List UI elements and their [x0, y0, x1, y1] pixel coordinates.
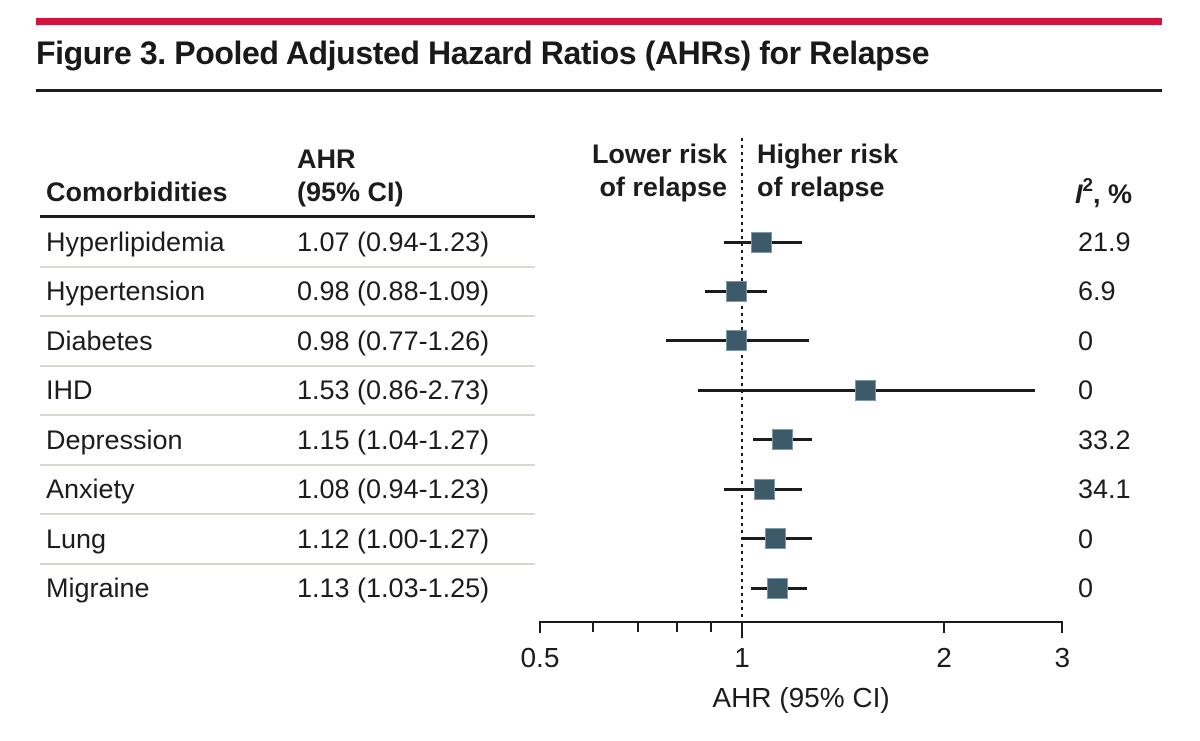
row-i2-value: 0: [1078, 573, 1094, 603]
plot-header-lower-risk: Lower risk of relapse: [592, 138, 727, 204]
lower-risk-line1: Lower risk: [591, 139, 727, 169]
effect-square: [751, 231, 773, 253]
plot-header-higher-risk: Higher risk of relapse: [757, 138, 898, 204]
row-i2-value: 0: [1078, 523, 1094, 554]
column-header-ahr-line1: AHR: [297, 144, 356, 174]
axis-tick: [637, 623, 640, 632]
row-separator: [40, 414, 535, 417]
axis-tick-label: 0.5: [520, 642, 560, 673]
header-divider: [40, 215, 535, 218]
row-label: Depression: [46, 424, 183, 455]
row-i2-value: 0: [1078, 325, 1094, 356]
row-i2-value: 0: [1078, 375, 1094, 406]
axis-tick-label: 2: [936, 642, 952, 673]
row-label: Diabetes: [46, 325, 153, 356]
row-ahr-value: 0.98 (0.77-1.26): [297, 325, 490, 356]
axis-tick: [741, 623, 743, 638]
row-separator: [40, 513, 535, 516]
axis-line: [538, 621, 1064, 623]
row-label: IHD: [46, 375, 93, 406]
row-i2-value: 21.9: [1078, 227, 1131, 257]
effect-square: [855, 379, 877, 401]
row-ahr-value: 0.98 (0.88-1.09): [297, 276, 490, 307]
column-header-comorbidities: Comorbidities: [46, 177, 228, 207]
axis-tick-label: 1: [734, 642, 750, 673]
row-i2-value: 34.1: [1078, 474, 1131, 505]
column-header-ahr-line2: (95% CI): [297, 177, 404, 207]
row-i2-value: 6.9: [1078, 276, 1116, 307]
i2-superscript: 2: [1082, 175, 1094, 196]
figure-title: Figure 3. Pooled Adjusted Hazard Ratios …: [36, 35, 930, 71]
row-label: Lung: [46, 523, 107, 554]
row-ahr-value: 1.15 (1.04-1.27): [297, 424, 490, 455]
i2-percent-suffix: , %: [1093, 179, 1133, 209]
row-label: Anxiety: [46, 474, 135, 505]
row-label: Hypertension: [46, 276, 206, 307]
row-label: Migraine: [46, 573, 150, 603]
x-axis-label: AHR (95% CI): [712, 682, 890, 713]
title-divider: [36, 89, 1162, 92]
row-ahr-value: 1.12 (1.00-1.27): [297, 523, 490, 554]
effect-square: [725, 280, 747, 302]
effect-square: [764, 528, 786, 550]
row-separator: [40, 266, 535, 268]
higher-risk-line1: Higher risk: [757, 139, 899, 169]
column-header-ahr-ci: AHR (95% CI): [297, 143, 404, 209]
lower-risk-line2: of relapse: [599, 172, 727, 202]
effect-square: [767, 577, 789, 599]
effect-square: [772, 429, 794, 451]
axis-tick: [710, 623, 713, 632]
row-i2-value: 33.2: [1078, 424, 1131, 455]
axis-tick: [538, 623, 541, 633]
i2-column-header: I2, %: [1075, 171, 1132, 211]
axis-tick: [592, 623, 595, 632]
reference-line-dotted: [741, 138, 743, 623]
row-separator: [40, 562, 535, 565]
row-ahr-value: 1.53 (0.86-2.73): [297, 375, 490, 406]
effect-square: [725, 330, 747, 352]
axis-tick: [1061, 623, 1064, 633]
top-accent-bar: [36, 18, 1162, 25]
row-separator: [40, 315, 535, 318]
row-label: Hyperlipidemia: [46, 227, 225, 257]
row-ahr-value: 1.08 (0.94-1.23): [297, 474, 490, 505]
row-ahr-value: 1.13 (1.03-1.25): [297, 573, 490, 603]
row-ahr-value: 1.07 (0.94-1.23): [297, 227, 490, 257]
axis-tick-label: 3: [1054, 642, 1071, 673]
axis-tick: [675, 623, 678, 632]
row-separator: [40, 364, 535, 367]
row-separator: [40, 463, 535, 466]
i2-italic-i: I: [1075, 179, 1083, 209]
higher-risk-line2: of relapse: [757, 172, 885, 202]
effect-square: [753, 478, 775, 500]
axis-tick: [943, 623, 946, 633]
